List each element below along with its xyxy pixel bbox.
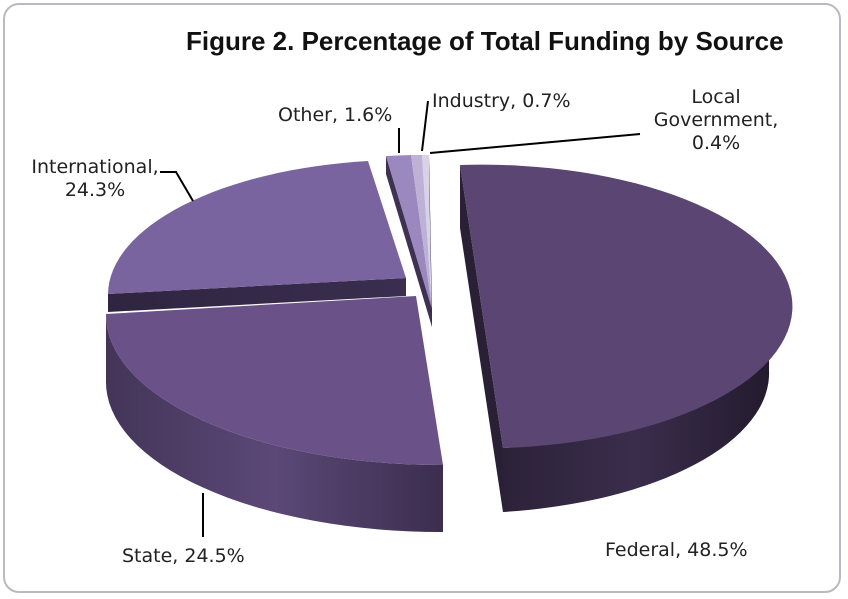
label-federal: Federal, 48.5% [605, 539, 748, 561]
slice-international [108, 161, 406, 312]
label-local-government-line3: 0.4% [691, 132, 741, 154]
label-local-government-line1: Local [691, 86, 741, 108]
slice-state [105, 296, 444, 533]
label-international-line2: 24.3% [64, 179, 126, 201]
label-international-line1: International, [31, 156, 159, 178]
slice-small [386, 155, 432, 327]
label-local-government: Local Government, 0.4% [646, 86, 786, 155]
slice-federal-top [460, 164, 793, 448]
slice-other-top [386, 155, 432, 309]
leader-lines [160, 100, 641, 537]
leader-line-local-government [429, 133, 641, 154]
slice-international-top [108, 161, 406, 294]
leader-line-international [160, 171, 194, 202]
slice-federal [460, 164, 793, 512]
slice-state-top [105, 296, 444, 466]
chart-title: Figure 2. Percentage of Total Funding by… [186, 26, 784, 56]
label-state: State, 24.5% [122, 545, 245, 567]
label-international: International, 24.3% [20, 156, 170, 202]
label-local-government-line2: Government, [653, 109, 779, 131]
label-industry: Industry, 0.7% [432, 90, 571, 112]
slice-industry-top [411, 155, 432, 309]
label-other: Other, 1.6% [278, 104, 393, 126]
leader-line-industry [421, 100, 429, 152]
